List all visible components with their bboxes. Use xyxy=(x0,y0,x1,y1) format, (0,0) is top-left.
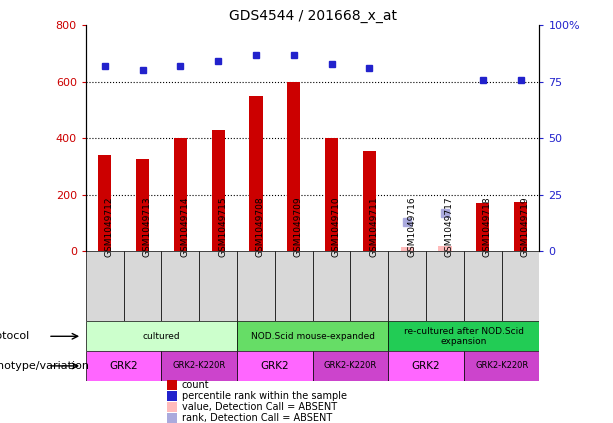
Bar xyxy=(237,321,388,351)
Bar xyxy=(351,251,388,321)
Bar xyxy=(325,138,338,251)
Bar xyxy=(136,159,149,251)
Bar xyxy=(363,151,376,251)
Text: genotype/variation: genotype/variation xyxy=(0,361,89,371)
Bar xyxy=(426,251,464,321)
Bar xyxy=(86,351,161,381)
Bar xyxy=(98,155,112,251)
Title: GDS4544 / 201668_x_at: GDS4544 / 201668_x_at xyxy=(229,9,397,23)
Text: GRK2-K220R: GRK2-K220R xyxy=(475,361,528,371)
Bar xyxy=(199,251,237,321)
Bar xyxy=(86,251,124,321)
Text: NOD.Scid mouse-expanded: NOD.Scid mouse-expanded xyxy=(251,332,375,341)
Bar xyxy=(501,251,539,321)
Text: protocol: protocol xyxy=(0,331,29,341)
Bar xyxy=(173,138,187,251)
Bar xyxy=(313,251,351,321)
Bar xyxy=(313,351,388,381)
Text: GSM1049719: GSM1049719 xyxy=(520,196,530,257)
Bar xyxy=(514,202,527,251)
Text: GRK2: GRK2 xyxy=(109,361,138,371)
Text: GSM1049718: GSM1049718 xyxy=(483,196,492,257)
Text: GSM1049717: GSM1049717 xyxy=(445,196,454,257)
Text: GSM1049711: GSM1049711 xyxy=(369,196,378,257)
Bar xyxy=(275,251,313,321)
Bar xyxy=(237,351,313,381)
Text: GRK2: GRK2 xyxy=(261,361,289,371)
Bar xyxy=(167,391,177,401)
Bar xyxy=(400,247,414,251)
Bar xyxy=(388,321,539,351)
Bar xyxy=(388,351,464,381)
Bar xyxy=(237,251,275,321)
Text: percentile rank within the sample: percentile rank within the sample xyxy=(182,391,347,401)
Text: GSM1049710: GSM1049710 xyxy=(332,196,341,257)
Bar xyxy=(167,402,177,412)
Bar xyxy=(211,130,225,251)
Text: GSM1049713: GSM1049713 xyxy=(142,196,151,257)
Text: GRK2-K220R: GRK2-K220R xyxy=(173,361,226,371)
Bar xyxy=(161,251,199,321)
Bar xyxy=(464,351,539,381)
Text: GRK2-K220R: GRK2-K220R xyxy=(324,361,377,371)
Text: re-cultured after NOD.Scid
expansion: re-cultured after NOD.Scid expansion xyxy=(404,327,524,346)
Text: GSM1049716: GSM1049716 xyxy=(407,196,416,257)
Text: count: count xyxy=(182,380,210,390)
Bar xyxy=(249,96,262,251)
Text: GSM1049708: GSM1049708 xyxy=(256,196,265,257)
Bar xyxy=(167,413,177,423)
Text: rank, Detection Call = ABSENT: rank, Detection Call = ABSENT xyxy=(182,413,332,423)
Text: GSM1049715: GSM1049715 xyxy=(218,196,227,257)
Text: GRK2: GRK2 xyxy=(412,361,440,371)
Text: cultured: cultured xyxy=(143,332,180,341)
Text: GSM1049712: GSM1049712 xyxy=(105,196,114,257)
Bar xyxy=(476,203,489,251)
Text: value, Detection Call = ABSENT: value, Detection Call = ABSENT xyxy=(182,402,337,412)
Text: GSM1049714: GSM1049714 xyxy=(180,196,189,257)
Bar xyxy=(287,82,300,251)
Bar xyxy=(124,251,161,321)
Bar xyxy=(388,251,426,321)
Bar xyxy=(167,380,177,390)
Bar xyxy=(161,351,237,381)
Bar xyxy=(464,251,501,321)
Bar xyxy=(438,246,452,251)
Text: GSM1049709: GSM1049709 xyxy=(294,196,303,257)
Bar xyxy=(86,321,237,351)
